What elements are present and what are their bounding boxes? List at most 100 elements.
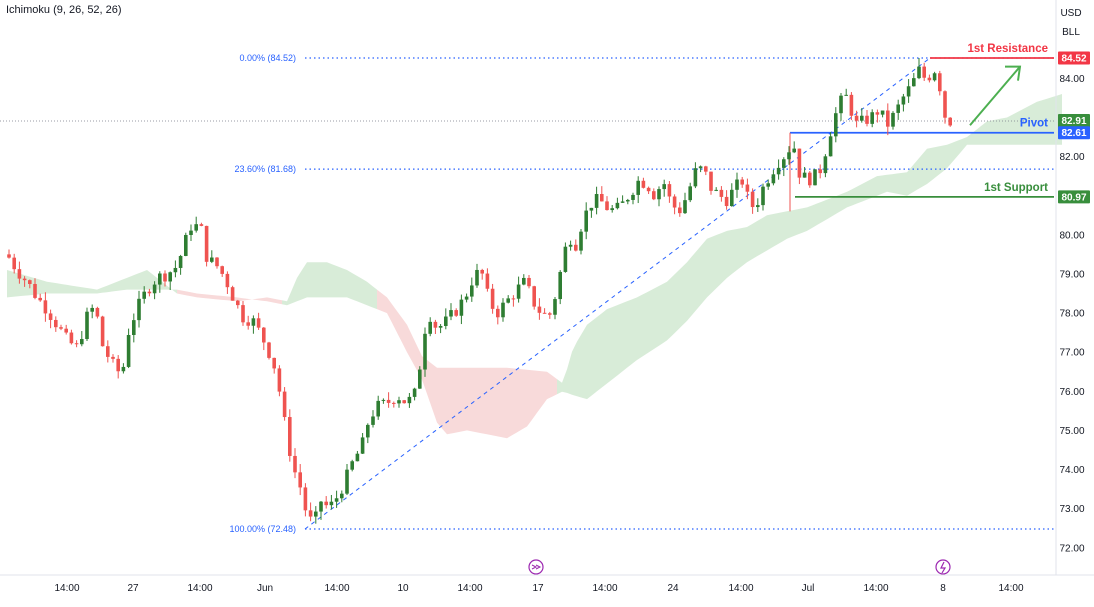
- bullish-cloud-segment: [557, 94, 1062, 400]
- candle-body: [33, 283, 37, 298]
- candle-body: [496, 308, 500, 318]
- candle-body: [740, 179, 744, 185]
- candle-body: [662, 184, 666, 190]
- candle-body: [808, 172, 812, 186]
- indicator-legend[interactable]: Ichimoku (9, 26, 52, 26): [6, 4, 122, 16]
- candle-body: [704, 166, 708, 172]
- candle-body: [683, 200, 687, 214]
- candle-body: [282, 391, 287, 418]
- resistance-price-badge-bg: [1058, 51, 1090, 65]
- time-tick-label: 14:00: [457, 583, 482, 594]
- ichimoku-cloud: [7, 94, 1062, 439]
- candle-body: [938, 73, 942, 92]
- time-axis[interactable]: 14:00 27 14:00 Jun 14:00 10 14:00 17 14:00 24 14:0…: [54, 583, 1023, 594]
- candle-body: [787, 152, 791, 160]
- candle-body: [709, 171, 713, 191]
- time-tick-label: 14:00: [863, 583, 888, 594]
- candle-body: [636, 180, 640, 195]
- bullish-arrow-head: [1005, 65, 1022, 81]
- candle-body: [142, 291, 146, 299]
- candle-body: [506, 298, 510, 303]
- candle-body: [319, 501, 323, 512]
- candle-body: [22, 278, 27, 281]
- candle-body: [147, 291, 152, 294]
- candle-body: [132, 320, 136, 335]
- candle-body: [48, 313, 53, 320]
- candle-body: [761, 186, 765, 206]
- candle-body: [329, 501, 334, 506]
- candle-body: [558, 271, 562, 300]
- candle-body: [693, 168, 698, 187]
- candle-body: [896, 104, 900, 113]
- candle-body: [69, 332, 74, 344]
- candle-body: [865, 115, 869, 124]
- candle-body: [173, 267, 178, 273]
- candle-body: [906, 86, 911, 97]
- candle-body: [366, 424, 370, 438]
- candle-body: [485, 273, 490, 289]
- candle-body: [527, 277, 531, 287]
- candle-body: [199, 224, 204, 226]
- candle-body: [376, 400, 380, 417]
- candle-body: [553, 299, 557, 315]
- candle-body: [927, 77, 932, 81]
- currency-unit[interactable]: USD: [1060, 8, 1082, 19]
- candle-body: [324, 501, 328, 506]
- candle-body: [724, 196, 729, 207]
- candle-body: [298, 472, 302, 488]
- candle-body: [85, 311, 89, 340]
- candle-body: [652, 191, 656, 200]
- candle-body: [886, 110, 890, 127]
- candle-body: [480, 269, 484, 274]
- candle-body: [178, 255, 183, 268]
- candle-body: [698, 166, 703, 169]
- pivot-price-badge: 82.61: [1061, 128, 1086, 139]
- price-tick-label: 72.00: [1059, 543, 1084, 554]
- candle-body: [433, 321, 438, 328]
- candle-body: [126, 334, 131, 367]
- price-tick-label: 73.00: [1059, 504, 1084, 515]
- price-tick-label: 78.00: [1059, 309, 1084, 320]
- pivot-label: Pivot: [1020, 118, 1048, 130]
- candle-body: [880, 110, 885, 115]
- candle-body: [943, 91, 947, 118]
- candle-body: [511, 298, 516, 300]
- candle-body: [735, 179, 739, 190]
- candle-body: [860, 115, 864, 121]
- candle-body: [870, 112, 874, 124]
- candle-body: [38, 297, 42, 301]
- time-tick-label: 27: [127, 583, 139, 594]
- candle-body: [189, 230, 193, 235]
- candle-body: [584, 210, 588, 232]
- candle-body: [241, 305, 245, 323]
- candle-body: [818, 169, 822, 174]
- candle-body: [688, 186, 692, 201]
- candle-body: [428, 321, 432, 334]
- candle-body: [464, 296, 469, 300]
- bearish-cloud-segment: [377, 289, 557, 439]
- candle-body: [168, 272, 172, 282]
- candle-body: [730, 189, 734, 207]
- candle-body: [59, 327, 63, 329]
- support-price-badge: 80.97: [1061, 192, 1086, 203]
- quantity-unit[interactable]: BLL: [1062, 27, 1080, 38]
- candle-body: [776, 167, 781, 175]
- candle-body: [54, 319, 58, 328]
- candle-body: [631, 194, 635, 200]
- candle-body: [771, 174, 776, 184]
- candle-body: [802, 172, 807, 178]
- candle-body: [137, 298, 141, 321]
- fib-level-23-6-label: 23.60% (81.68): [234, 164, 296, 174]
- resistance-label: 1st Resistance: [967, 43, 1048, 55]
- candle-body: [262, 327, 266, 343]
- candle-body: [204, 225, 209, 262]
- candle-body: [522, 277, 526, 285]
- event-marker-icon: [528, 559, 544, 575]
- candle-body: [766, 183, 770, 187]
- candle-body: [823, 156, 828, 174]
- candle-body: [267, 342, 271, 358]
- candle-body: [106, 346, 110, 357]
- time-tick-label: 14:00: [54, 583, 79, 594]
